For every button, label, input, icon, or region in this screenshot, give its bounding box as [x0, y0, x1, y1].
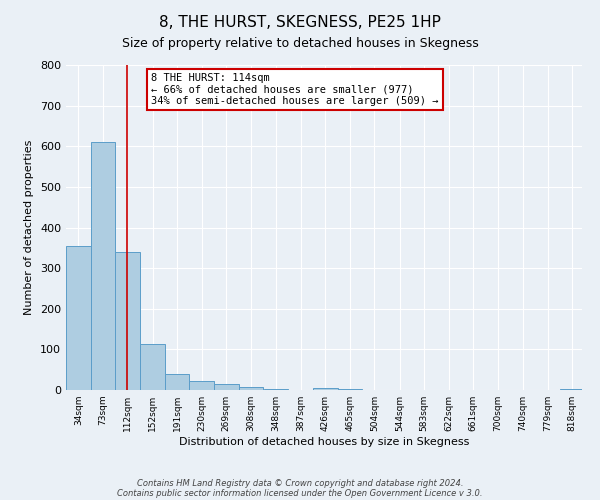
- Bar: [560, 389, 584, 390]
- Bar: [214, 384, 239, 390]
- Text: 8, THE HURST, SKEGNESS, PE25 1HP: 8, THE HURST, SKEGNESS, PE25 1HP: [159, 15, 441, 30]
- X-axis label: Distribution of detached houses by size in Skegness: Distribution of detached houses by size …: [179, 437, 469, 447]
- Bar: [140, 344, 165, 390]
- Text: Contains HM Land Registry data © Crown copyright and database right 2024.: Contains HM Land Registry data © Crown c…: [137, 478, 463, 488]
- Bar: [190, 381, 214, 390]
- Text: 8 THE HURST: 114sqm
← 66% of detached houses are smaller (977)
34% of semi-detac: 8 THE HURST: 114sqm ← 66% of detached ho…: [151, 73, 439, 106]
- Bar: [115, 252, 140, 390]
- Bar: [313, 388, 338, 390]
- Bar: [338, 389, 362, 390]
- Bar: [264, 389, 289, 390]
- Text: Contains public sector information licensed under the Open Government Licence v : Contains public sector information licen…: [117, 488, 483, 498]
- Bar: [165, 374, 190, 390]
- Bar: [66, 246, 91, 390]
- Bar: [91, 142, 115, 390]
- Text: Size of property relative to detached houses in Skegness: Size of property relative to detached ho…: [122, 38, 478, 51]
- Bar: [239, 387, 263, 390]
- Y-axis label: Number of detached properties: Number of detached properties: [25, 140, 34, 315]
